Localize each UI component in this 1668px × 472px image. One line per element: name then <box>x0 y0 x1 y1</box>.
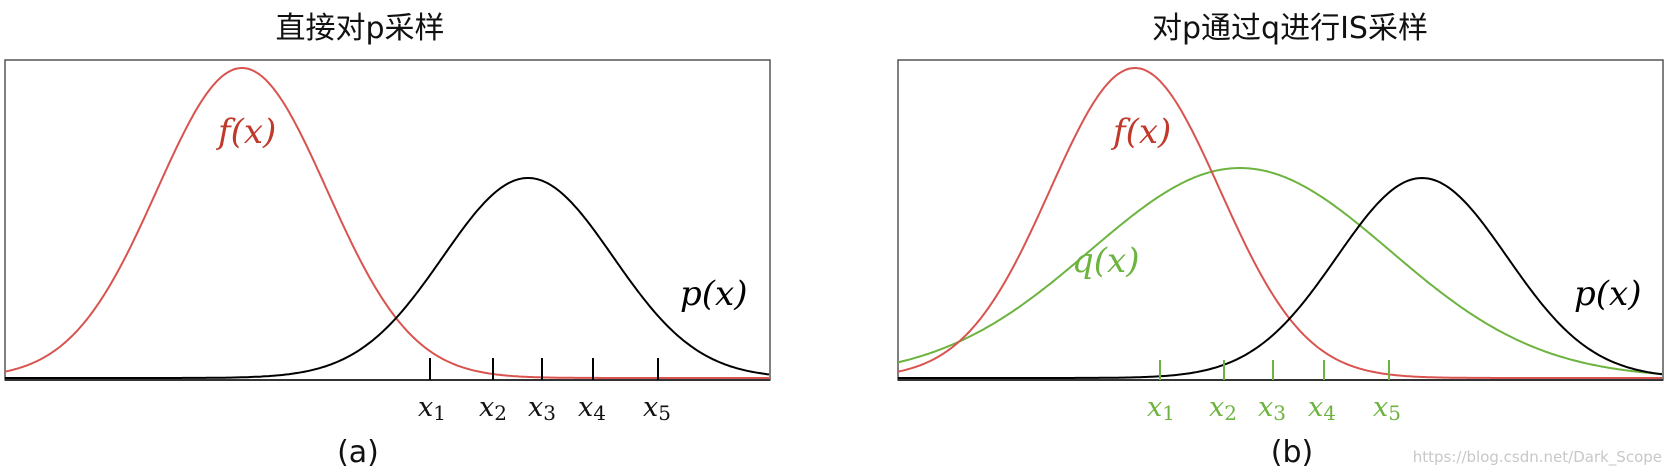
panel-b-x3-label: x3 <box>1258 392 1286 425</box>
panel-b-f-label: f(x) <box>1110 112 1171 152</box>
panel-a-p-curve <box>5 177 770 379</box>
panel-b-frame <box>897 59 1664 381</box>
panel-a-title: 直接对p采样 <box>275 11 444 46</box>
panel-a-x4-label: x4 <box>578 392 606 425</box>
panel-b-caption: (b) <box>1271 435 1313 470</box>
panel-b-sample-labels: x1 x2 x3 x4 x5 <box>1147 392 1401 425</box>
panel-a-f-curve <box>4 67 769 379</box>
panel-a-sample-ticks <box>429 358 659 380</box>
panel-a-x2-label: x2 <box>479 392 507 425</box>
panel-a-x1-label: x1 <box>418 392 446 425</box>
panel-a-sample-labels: x1 x2 x3 x4 x5 <box>418 392 671 425</box>
panel-a-caption: (a) <box>337 435 379 470</box>
panel-b-p-curve <box>898 176 1663 379</box>
panel-a-x5-label: x5 <box>643 392 671 425</box>
panel-b-q-curve <box>897 167 1663 375</box>
panel-a-p-label: p(x) <box>680 274 747 314</box>
panel-b-q-label: q(x) <box>1072 241 1139 281</box>
panel-a-x3-label: x3 <box>528 392 556 425</box>
panel-b-f-curve <box>897 67 1662 379</box>
panel-b-x4-label: x4 <box>1308 392 1336 425</box>
watermark: https://blog.csdn.net/Dark_Scope <box>1413 448 1662 467</box>
panel-a-f-label: f(x) <box>215 112 276 152</box>
panel-b-x5-label: x5 <box>1373 392 1401 425</box>
panel-b-x2-label: x2 <box>1209 392 1237 425</box>
panel-a: 直接对p采样 f(x) p(x) x1 x2 x3 x4 x5 (a) <box>4 11 771 470</box>
panel-b: 对p通过q进行IS采样 f(x) q(x) p(x) x1 x2 x3 x4 x… <box>897 11 1664 470</box>
panel-b-title: 对p通过q进行IS采样 <box>1152 11 1428 46</box>
panel-b-p-label: p(x) <box>1574 274 1641 314</box>
panel-b-x1-label: x1 <box>1147 392 1175 425</box>
panel-a-frame <box>4 59 771 381</box>
panel-b-sample-ticks <box>1159 360 1390 380</box>
